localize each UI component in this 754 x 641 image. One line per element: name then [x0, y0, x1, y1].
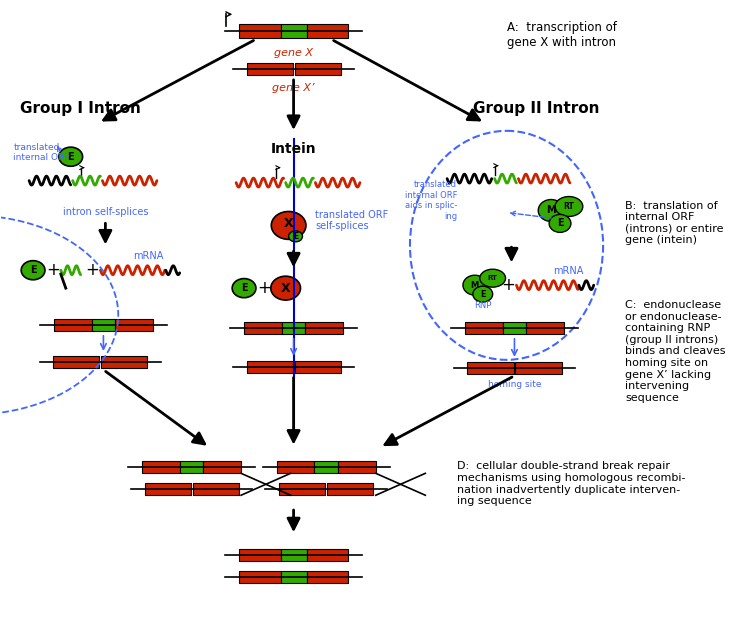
Bar	[91, 319, 115, 331]
Bar	[503, 322, 526, 334]
Ellipse shape	[271, 212, 306, 239]
Bar	[239, 24, 280, 38]
Bar	[295, 361, 341, 373]
Ellipse shape	[463, 275, 487, 295]
Ellipse shape	[271, 276, 301, 300]
Text: Group II Intron: Group II Intron	[473, 101, 599, 117]
Text: translated ORF
self-splices: translated ORF self-splices	[315, 210, 388, 231]
Bar	[327, 483, 373, 495]
Text: E: E	[556, 219, 563, 228]
Ellipse shape	[21, 261, 45, 279]
Ellipse shape	[549, 215, 571, 233]
Ellipse shape	[289, 231, 302, 242]
Bar	[115, 319, 153, 331]
Ellipse shape	[555, 197, 583, 217]
Text: +: +	[501, 276, 516, 294]
Text: M: M	[547, 206, 556, 215]
Bar	[307, 24, 348, 38]
Text: +: +	[46, 262, 60, 279]
Bar	[280, 24, 307, 38]
Bar	[526, 322, 564, 334]
Ellipse shape	[473, 286, 492, 302]
Text: +: +	[85, 262, 100, 279]
Bar	[307, 571, 348, 583]
Text: gene X’: gene X’	[272, 83, 315, 93]
Text: Group I Intron: Group I Intron	[20, 101, 141, 117]
Text: +: +	[257, 279, 271, 297]
Ellipse shape	[538, 199, 564, 221]
Text: E: E	[67, 152, 74, 162]
Text: E: E	[241, 283, 247, 293]
Bar	[54, 319, 91, 331]
Bar	[145, 483, 191, 495]
Text: RNP: RNP	[474, 301, 492, 310]
Bar	[465, 322, 503, 334]
Text: RT: RT	[563, 202, 575, 211]
Text: mRNA: mRNA	[133, 251, 163, 262]
Text: E: E	[480, 290, 486, 299]
Text: X: X	[284, 217, 293, 230]
Bar	[338, 462, 375, 473]
Text: homing site: homing site	[488, 380, 541, 389]
Text: intron self-splices: intron self-splices	[63, 208, 148, 217]
Text: E: E	[293, 232, 298, 241]
Ellipse shape	[480, 269, 505, 287]
Text: M: M	[470, 281, 479, 290]
Text: translated
internal ORF
aids in splic-
ing: translated internal ORF aids in splic- i…	[404, 180, 457, 221]
Bar	[179, 462, 204, 473]
Text: B:  translation of
internal ORF
(introns) or entire
gene (intein): B: translation of internal ORF (introns)…	[625, 201, 724, 246]
Bar	[239, 549, 280, 561]
Ellipse shape	[232, 279, 256, 297]
Bar	[54, 356, 100, 368]
Bar	[280, 549, 307, 561]
Text: RT: RT	[488, 275, 498, 281]
Bar	[247, 361, 293, 373]
Text: X: X	[280, 281, 290, 295]
Text: C:  endonuclease
or endonuclease-
containing RNP
(group II introns)
binds and cl: C: endonuclease or endonuclease- contain…	[625, 300, 726, 403]
Ellipse shape	[59, 147, 83, 166]
Bar	[142, 462, 179, 473]
Bar	[282, 322, 305, 334]
Text: mRNA: mRNA	[553, 266, 583, 276]
Bar	[101, 356, 148, 368]
Bar	[277, 462, 314, 473]
Bar	[307, 549, 348, 561]
Bar	[280, 571, 307, 583]
Bar	[295, 63, 341, 75]
Text: Intein: Intein	[271, 142, 317, 156]
Bar	[192, 483, 238, 495]
Text: D:  cellular double-strand break repair
mechanisms using homologous recombi-
nat: D: cellular double-strand break repair m…	[457, 462, 685, 506]
Text: gene X: gene X	[274, 48, 313, 58]
Text: E: E	[29, 265, 36, 275]
Text: translated
internal ORF: translated internal ORF	[14, 143, 69, 162]
Bar	[467, 362, 513, 374]
Text: A:  transcription of
gene X with intron: A: transcription of gene X with intron	[507, 21, 617, 49]
Bar	[244, 322, 282, 334]
Bar	[204, 462, 241, 473]
Bar	[247, 63, 293, 75]
Bar	[239, 571, 280, 583]
Bar	[305, 322, 343, 334]
Bar	[314, 462, 338, 473]
Bar	[516, 362, 562, 374]
Bar	[279, 483, 325, 495]
